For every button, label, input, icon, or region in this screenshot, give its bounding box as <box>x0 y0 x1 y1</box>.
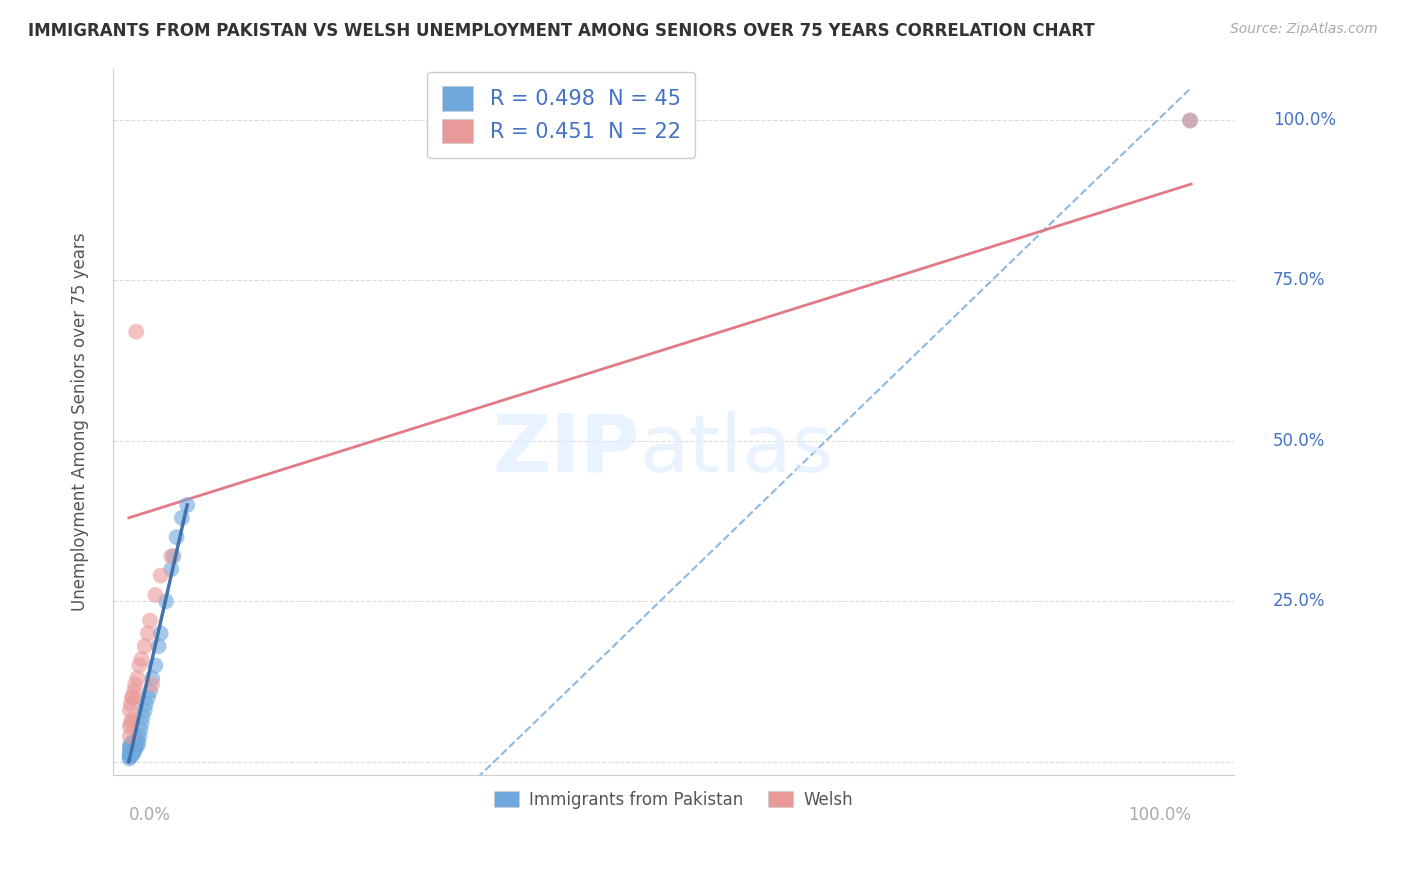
Point <box>120 716 142 731</box>
Point <box>143 658 166 673</box>
Point <box>131 716 153 731</box>
Point <box>120 742 142 756</box>
Text: 50.0%: 50.0% <box>1272 432 1326 450</box>
Legend: Immigrants from Pakistan, Welsh: Immigrants from Pakistan, Welsh <box>486 784 859 815</box>
Point <box>134 639 156 653</box>
Text: atlas: atlas <box>640 411 834 489</box>
Point <box>118 747 141 761</box>
Point <box>124 735 146 749</box>
Point <box>120 748 142 763</box>
Point <box>122 742 145 756</box>
Point <box>1178 113 1201 128</box>
Point <box>155 594 177 608</box>
Point <box>125 739 148 753</box>
Point <box>118 751 141 765</box>
Point <box>127 671 149 685</box>
Point <box>134 703 156 717</box>
Point <box>143 588 166 602</box>
Text: 100.0%: 100.0% <box>1272 111 1336 128</box>
Point <box>122 690 145 705</box>
Text: 100.0%: 100.0% <box>1128 806 1191 824</box>
Point <box>120 739 142 753</box>
Point <box>160 549 183 564</box>
Point <box>135 697 157 711</box>
Point <box>136 690 159 705</box>
Point <box>176 498 198 512</box>
Point <box>166 530 188 544</box>
Point <box>118 742 141 756</box>
Point <box>118 729 141 743</box>
Point <box>128 658 150 673</box>
Point <box>121 690 143 705</box>
Point <box>122 739 145 753</box>
Y-axis label: Unemployment Among Seniors over 75 years: Unemployment Among Seniors over 75 years <box>72 232 89 611</box>
Point <box>122 745 145 759</box>
Point <box>124 678 146 692</box>
Point <box>118 748 141 763</box>
Point <box>118 703 141 717</box>
Point <box>139 684 162 698</box>
Point <box>118 719 141 733</box>
Point <box>139 614 162 628</box>
Point <box>125 325 148 339</box>
Point <box>118 739 141 753</box>
Point <box>149 626 172 640</box>
Point <box>127 739 149 753</box>
Text: Source: ZipAtlas.com: Source: ZipAtlas.com <box>1230 22 1378 37</box>
Text: IMMIGRANTS FROM PAKISTAN VS WELSH UNEMPLOYMENT AMONG SENIORS OVER 75 YEARS CORRE: IMMIGRANTS FROM PAKISTAN VS WELSH UNEMPL… <box>28 22 1095 40</box>
Point <box>128 729 150 743</box>
Point <box>121 748 143 763</box>
Text: 25.0%: 25.0% <box>1272 592 1326 610</box>
Point <box>120 697 142 711</box>
Point <box>121 713 143 727</box>
Point <box>121 735 143 749</box>
Point <box>129 723 152 737</box>
Point <box>162 549 184 564</box>
Point <box>170 511 193 525</box>
Point <box>131 710 153 724</box>
Point <box>127 732 149 747</box>
Point <box>148 639 170 653</box>
Point <box>121 742 143 756</box>
Point <box>120 745 142 759</box>
Point <box>136 626 159 640</box>
Point <box>141 671 163 685</box>
Point <box>160 562 183 576</box>
Point <box>121 745 143 759</box>
Text: ZIP: ZIP <box>492 411 640 489</box>
Point <box>141 678 163 692</box>
Point <box>118 749 141 764</box>
Point <box>127 735 149 749</box>
Point <box>124 742 146 756</box>
Point <box>149 568 172 582</box>
Point <box>131 652 153 666</box>
Point <box>118 745 141 759</box>
Point <box>122 745 145 759</box>
Point <box>1178 113 1201 128</box>
Point <box>122 735 145 749</box>
Text: 75.0%: 75.0% <box>1272 271 1326 289</box>
Point <box>122 684 145 698</box>
Text: 0.0%: 0.0% <box>129 806 170 824</box>
